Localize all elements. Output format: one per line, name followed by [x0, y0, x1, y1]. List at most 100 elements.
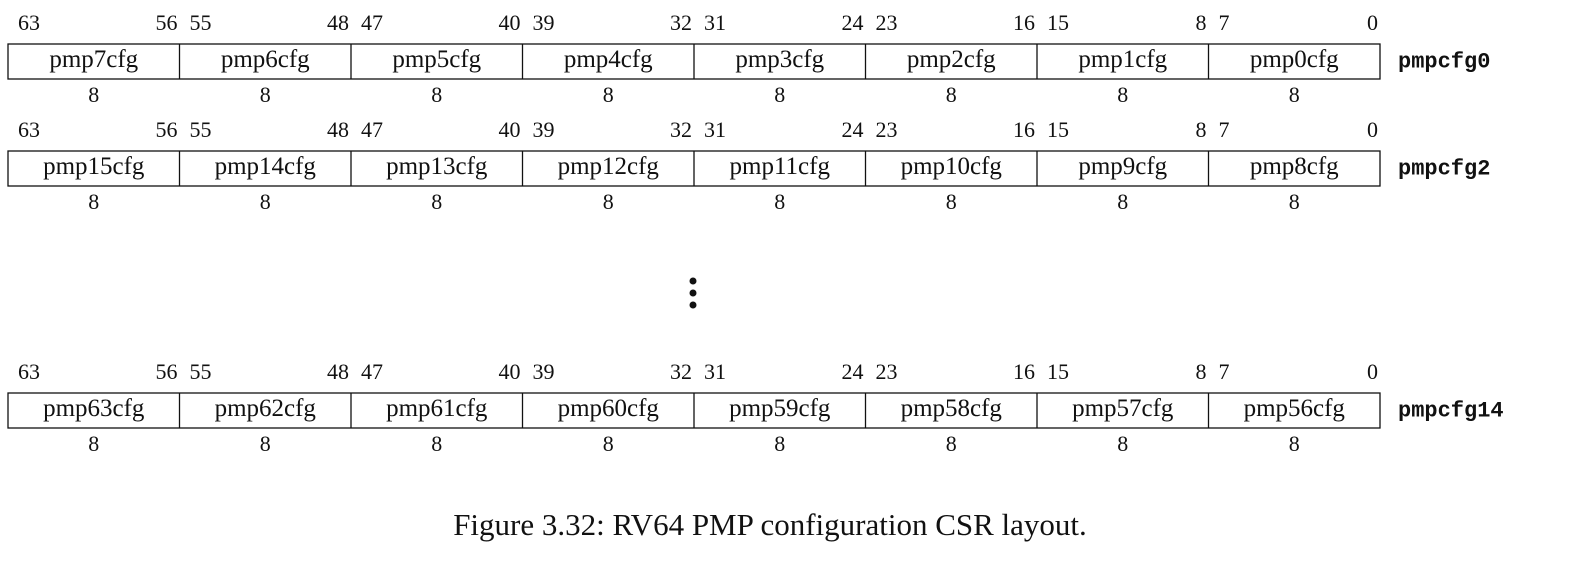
field-name: pmp14cfg [215, 153, 317, 180]
field-name: pmp6cfg [221, 46, 310, 73]
field-width: 8 [774, 82, 785, 107]
lsb-bit: 32 [670, 10, 692, 35]
msb-bit: 63 [18, 117, 40, 142]
field-width: 8 [260, 431, 271, 456]
caption: Figure 3.32: RV64 PMP configuration CSR … [453, 507, 1087, 542]
field-width: 8 [1117, 189, 1128, 214]
field-width: 8 [946, 431, 957, 456]
lsb-bit: 8 [1196, 10, 1207, 35]
lsb-bit: 56 [156, 359, 178, 384]
field-width: 8 [431, 431, 442, 456]
msb-bit: 15 [1047, 359, 1069, 384]
msb-bit: 23 [876, 10, 898, 35]
field-width: 8 [946, 189, 957, 214]
field-width: 8 [88, 431, 99, 456]
field-width: 8 [431, 189, 442, 214]
lsb-bit: 16 [1013, 10, 1035, 35]
msb-bit: 39 [533, 359, 555, 384]
field-name: pmp63cfg [43, 395, 145, 422]
lsb-bit: 16 [1013, 117, 1035, 142]
msb-bit: 7 [1219, 359, 1230, 384]
field-name: pmp60cfg [558, 395, 660, 422]
msb-bit: 47 [361, 359, 383, 384]
field-name: pmp9cfg [1078, 153, 1167, 180]
register-name: pmpcfg14 [1398, 398, 1504, 423]
register-name: pmpcfg0 [1398, 49, 1490, 74]
lsb-bit: 24 [842, 117, 864, 142]
ellipsis-dot [689, 301, 697, 309]
msb-bit: 63 [18, 359, 40, 384]
msb-bit: 7 [1219, 117, 1230, 142]
lsb-bit: 8 [1196, 359, 1207, 384]
field-name: pmp59cfg [729, 395, 831, 422]
lsb-bit: 40 [499, 359, 521, 384]
lsb-bit: 0 [1367, 359, 1378, 384]
field-width: 8 [603, 431, 614, 456]
field-name: pmp11cfg [730, 153, 831, 180]
field-width: 8 [946, 82, 957, 107]
field-name: pmp13cfg [386, 153, 488, 180]
lsb-bit: 56 [156, 117, 178, 142]
lsb-bit: 48 [327, 359, 349, 384]
field-name: pmp57cfg [1072, 395, 1174, 422]
msb-bit: 63 [18, 10, 40, 35]
field-width: 8 [1117, 431, 1128, 456]
lsb-bit: 24 [842, 10, 864, 35]
field-name: pmp61cfg [386, 395, 488, 422]
msb-bit: 23 [876, 117, 898, 142]
lsb-bit: 8 [1196, 117, 1207, 142]
field-name: pmp2cfg [907, 46, 996, 73]
field-name: pmp0cfg [1250, 46, 1339, 73]
ellipsis-dot [689, 277, 697, 285]
msb-bit: 39 [533, 10, 555, 35]
msb-bit: 23 [876, 359, 898, 384]
field-name: pmp56cfg [1244, 395, 1346, 422]
field-width: 8 [774, 189, 785, 214]
msb-bit: 31 [704, 359, 726, 384]
field-name: pmp62cfg [215, 395, 317, 422]
msb-bit: 47 [361, 10, 383, 35]
msb-bit: 55 [190, 10, 212, 35]
msb-bit: 47 [361, 117, 383, 142]
ellipsis-dot [689, 289, 697, 297]
msb-bit: 7 [1219, 10, 1230, 35]
lsb-bit: 48 [327, 10, 349, 35]
lsb-bit: 56 [156, 10, 178, 35]
field-width: 8 [603, 189, 614, 214]
field-name: pmp58cfg [901, 395, 1003, 422]
msb-bit: 15 [1047, 10, 1069, 35]
lsb-bit: 40 [499, 117, 521, 142]
field-width: 8 [1289, 431, 1300, 456]
field-width: 8 [260, 189, 271, 214]
msb-bit: 55 [190, 359, 212, 384]
msb-bit: 55 [190, 117, 212, 142]
lsb-bit: 48 [327, 117, 349, 142]
field-width: 8 [88, 189, 99, 214]
field-name: pmp7cfg [49, 46, 138, 73]
field-width: 8 [431, 82, 442, 107]
field-width: 8 [1289, 82, 1300, 107]
field-name: pmp8cfg [1250, 153, 1339, 180]
lsb-bit: 0 [1367, 10, 1378, 35]
lsb-bit: 24 [842, 359, 864, 384]
field-width: 8 [774, 431, 785, 456]
lsb-bit: 32 [670, 359, 692, 384]
lsb-bit: 0 [1367, 117, 1378, 142]
field-width: 8 [603, 82, 614, 107]
field-name: pmp4cfg [564, 46, 653, 73]
field-width: 8 [1289, 189, 1300, 214]
lsb-bit: 16 [1013, 359, 1035, 384]
field-name: pmp10cfg [901, 153, 1003, 180]
field-name: pmp15cfg [43, 153, 145, 180]
field-name: pmp12cfg [558, 153, 660, 180]
register-name: pmpcfg2 [1398, 156, 1490, 181]
lsb-bit: 32 [670, 117, 692, 142]
msb-bit: 39 [533, 117, 555, 142]
field-width: 8 [260, 82, 271, 107]
msb-bit: 31 [704, 117, 726, 142]
msb-bit: 15 [1047, 117, 1069, 142]
msb-bit: 31 [704, 10, 726, 35]
field-width: 8 [1117, 82, 1128, 107]
field-name: pmp1cfg [1078, 46, 1167, 73]
